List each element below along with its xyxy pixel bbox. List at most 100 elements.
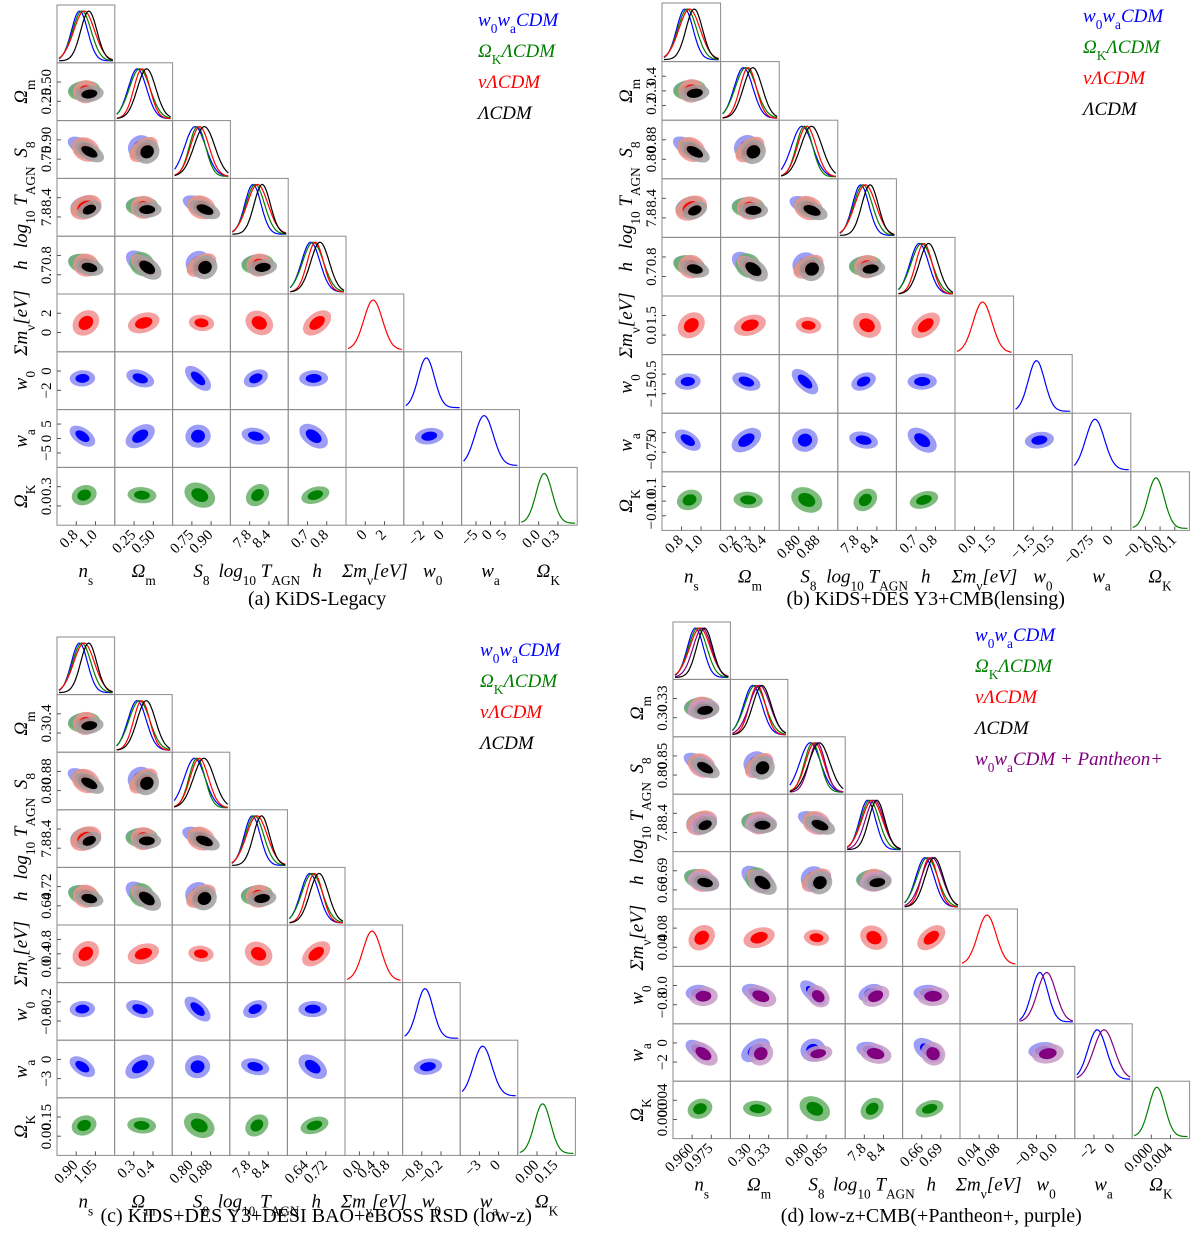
x-axis-label-sub: ν <box>981 1186 987 1201</box>
x-axis-label-sub: s <box>704 1186 709 1201</box>
cell-frame <box>461 466 520 526</box>
contour-inner <box>803 205 821 216</box>
x-axis-label: Σmν[eV] <box>340 1191 407 1218</box>
cell-frame <box>1016 1080 1076 1140</box>
x-axis-label: ns <box>694 1175 709 1202</box>
contour-inner <box>307 490 324 500</box>
y-axis-label-sub: 10 <box>628 211 643 225</box>
contour-inner <box>138 836 155 846</box>
marginal-curve <box>231 815 286 866</box>
contour-inner <box>754 875 771 890</box>
x-axis-label: S8 <box>193 1191 210 1218</box>
y-axis-label-part: [eV] <box>11 290 32 325</box>
contour-inner <box>921 1103 938 1114</box>
y-axis-label-part: [eV] <box>627 905 648 940</box>
contour-inner <box>809 933 824 943</box>
y-axis-label-sub: a <box>23 429 38 435</box>
contour-inner <box>755 761 770 775</box>
y-tick-label: 8.4 <box>39 188 55 207</box>
marginal-curve <box>904 856 959 908</box>
marginal-curve <box>59 642 113 694</box>
contour-inner <box>923 930 940 945</box>
marginal-curve <box>731 684 786 736</box>
marginal-curve <box>290 241 345 293</box>
marginal-curve <box>1133 1086 1188 1138</box>
y-axis-label-part: w <box>11 1065 32 1078</box>
contour-inner <box>917 318 934 333</box>
legend-entry-sub: 0 <box>491 21 498 36</box>
y-tick-label: 0.004 <box>655 1083 671 1117</box>
x-axis-label-sub: 10 <box>242 1203 256 1218</box>
x-axis-label: h <box>312 561 322 582</box>
legend-entry: ΛCDM <box>973 718 1030 739</box>
y-tick-label: 0.30 <box>655 705 671 731</box>
cell-frame <box>345 466 405 526</box>
contour-inner <box>78 946 94 961</box>
legend-entry-part: ΛCDM <box>1104 37 1161 58</box>
x-axis-label: Σmν[eV] <box>950 566 1017 593</box>
cell-frame <box>959 1023 1018 1082</box>
x-axis-label: wa <box>481 561 500 588</box>
x-axis-label: h <box>927 1175 937 1196</box>
y-tick-label: 0 <box>39 329 55 337</box>
contour-inner <box>693 1103 707 1115</box>
x-axis-label: S8 <box>808 1175 825 1202</box>
x-axis-label-part: [eV] <box>372 1191 407 1212</box>
y-tick-label: −0.75 <box>644 435 660 470</box>
contour-inner <box>914 377 931 387</box>
x-tick-label: 0.15 <box>532 1157 562 1187</box>
x-axis-label-part: w <box>1094 1175 1107 1196</box>
x-tick-label: 0.08 <box>974 1141 1004 1171</box>
y-tick-label: 7.8 <box>39 839 55 858</box>
x-axis-label: h <box>921 566 931 587</box>
y-tick-label: 0.33 <box>655 685 671 711</box>
contour-inner <box>82 835 96 846</box>
y-tick-label: 0.7 <box>644 267 660 286</box>
y-axis-label: log10 TAGN <box>627 782 654 864</box>
y-axis-label-sub: ν <box>23 956 38 962</box>
y-tick-label: 0.04 <box>655 934 671 961</box>
y-axis-label: log10 TAGN <box>616 167 643 249</box>
marginal-curve <box>1076 1029 1131 1080</box>
x-axis-label-part: Ω <box>132 561 146 582</box>
legend-entry-part: w <box>497 10 510 31</box>
x-axis-label: ΩK <box>1148 566 1172 593</box>
x-axis-label-part: w <box>1036 1175 1049 1196</box>
x-axis-label-part: Σm <box>950 566 976 587</box>
y-axis-label-sub: 10 <box>23 842 38 856</box>
marginal-curve <box>898 242 954 295</box>
y-tick-label: 0 <box>655 1039 671 1047</box>
corner-plot: 0.81.0ns0.20.30.4Ωm0.800.88S87.88.4log10… <box>616 2 1190 610</box>
x-tick-label: 0.8 <box>307 527 332 552</box>
contour-inner <box>811 819 829 831</box>
x-tick-label: 0.8 <box>369 1157 394 1182</box>
y-tick-label: 0.69 <box>655 858 671 884</box>
y-axis-label: h <box>11 891 32 901</box>
contour-inner <box>859 318 875 333</box>
x-tick-label: 2 <box>373 527 390 544</box>
marginal-curve <box>116 699 171 751</box>
cell-frame <box>345 351 405 411</box>
legend-entry: ΩKΛCDM <box>975 656 1053 681</box>
x-axis-label: S8 <box>800 566 817 593</box>
x-axis-label-part: T <box>871 1175 888 1196</box>
x-tick-label: 0.4 <box>745 532 770 557</box>
contour-inner <box>190 1118 208 1133</box>
y-axis-label-part: Σm <box>11 331 32 357</box>
x-axis-label: w0 <box>1036 1175 1056 1202</box>
x-axis-label-sub: a <box>1105 578 1111 593</box>
x-axis-label-part: Ω <box>1148 566 1162 587</box>
marginal-curve <box>58 642 113 694</box>
marginal-curve <box>663 8 719 61</box>
y-axis-label-sub: K <box>628 489 643 499</box>
y-tick-label: 0 <box>644 429 660 437</box>
cell-frame <box>1016 965 1076 1025</box>
cell-frame <box>1071 412 1132 473</box>
legend-entry-sub: 0 <box>493 651 500 666</box>
contour-inner <box>133 1120 150 1130</box>
cell-frame <box>1131 1080 1191 1140</box>
y-axis-label-part: Ω <box>11 90 32 104</box>
marginal-curve <box>116 699 171 751</box>
x-axis-label-sub: a <box>494 573 500 588</box>
y-tick-label: 0.8 <box>644 248 660 267</box>
